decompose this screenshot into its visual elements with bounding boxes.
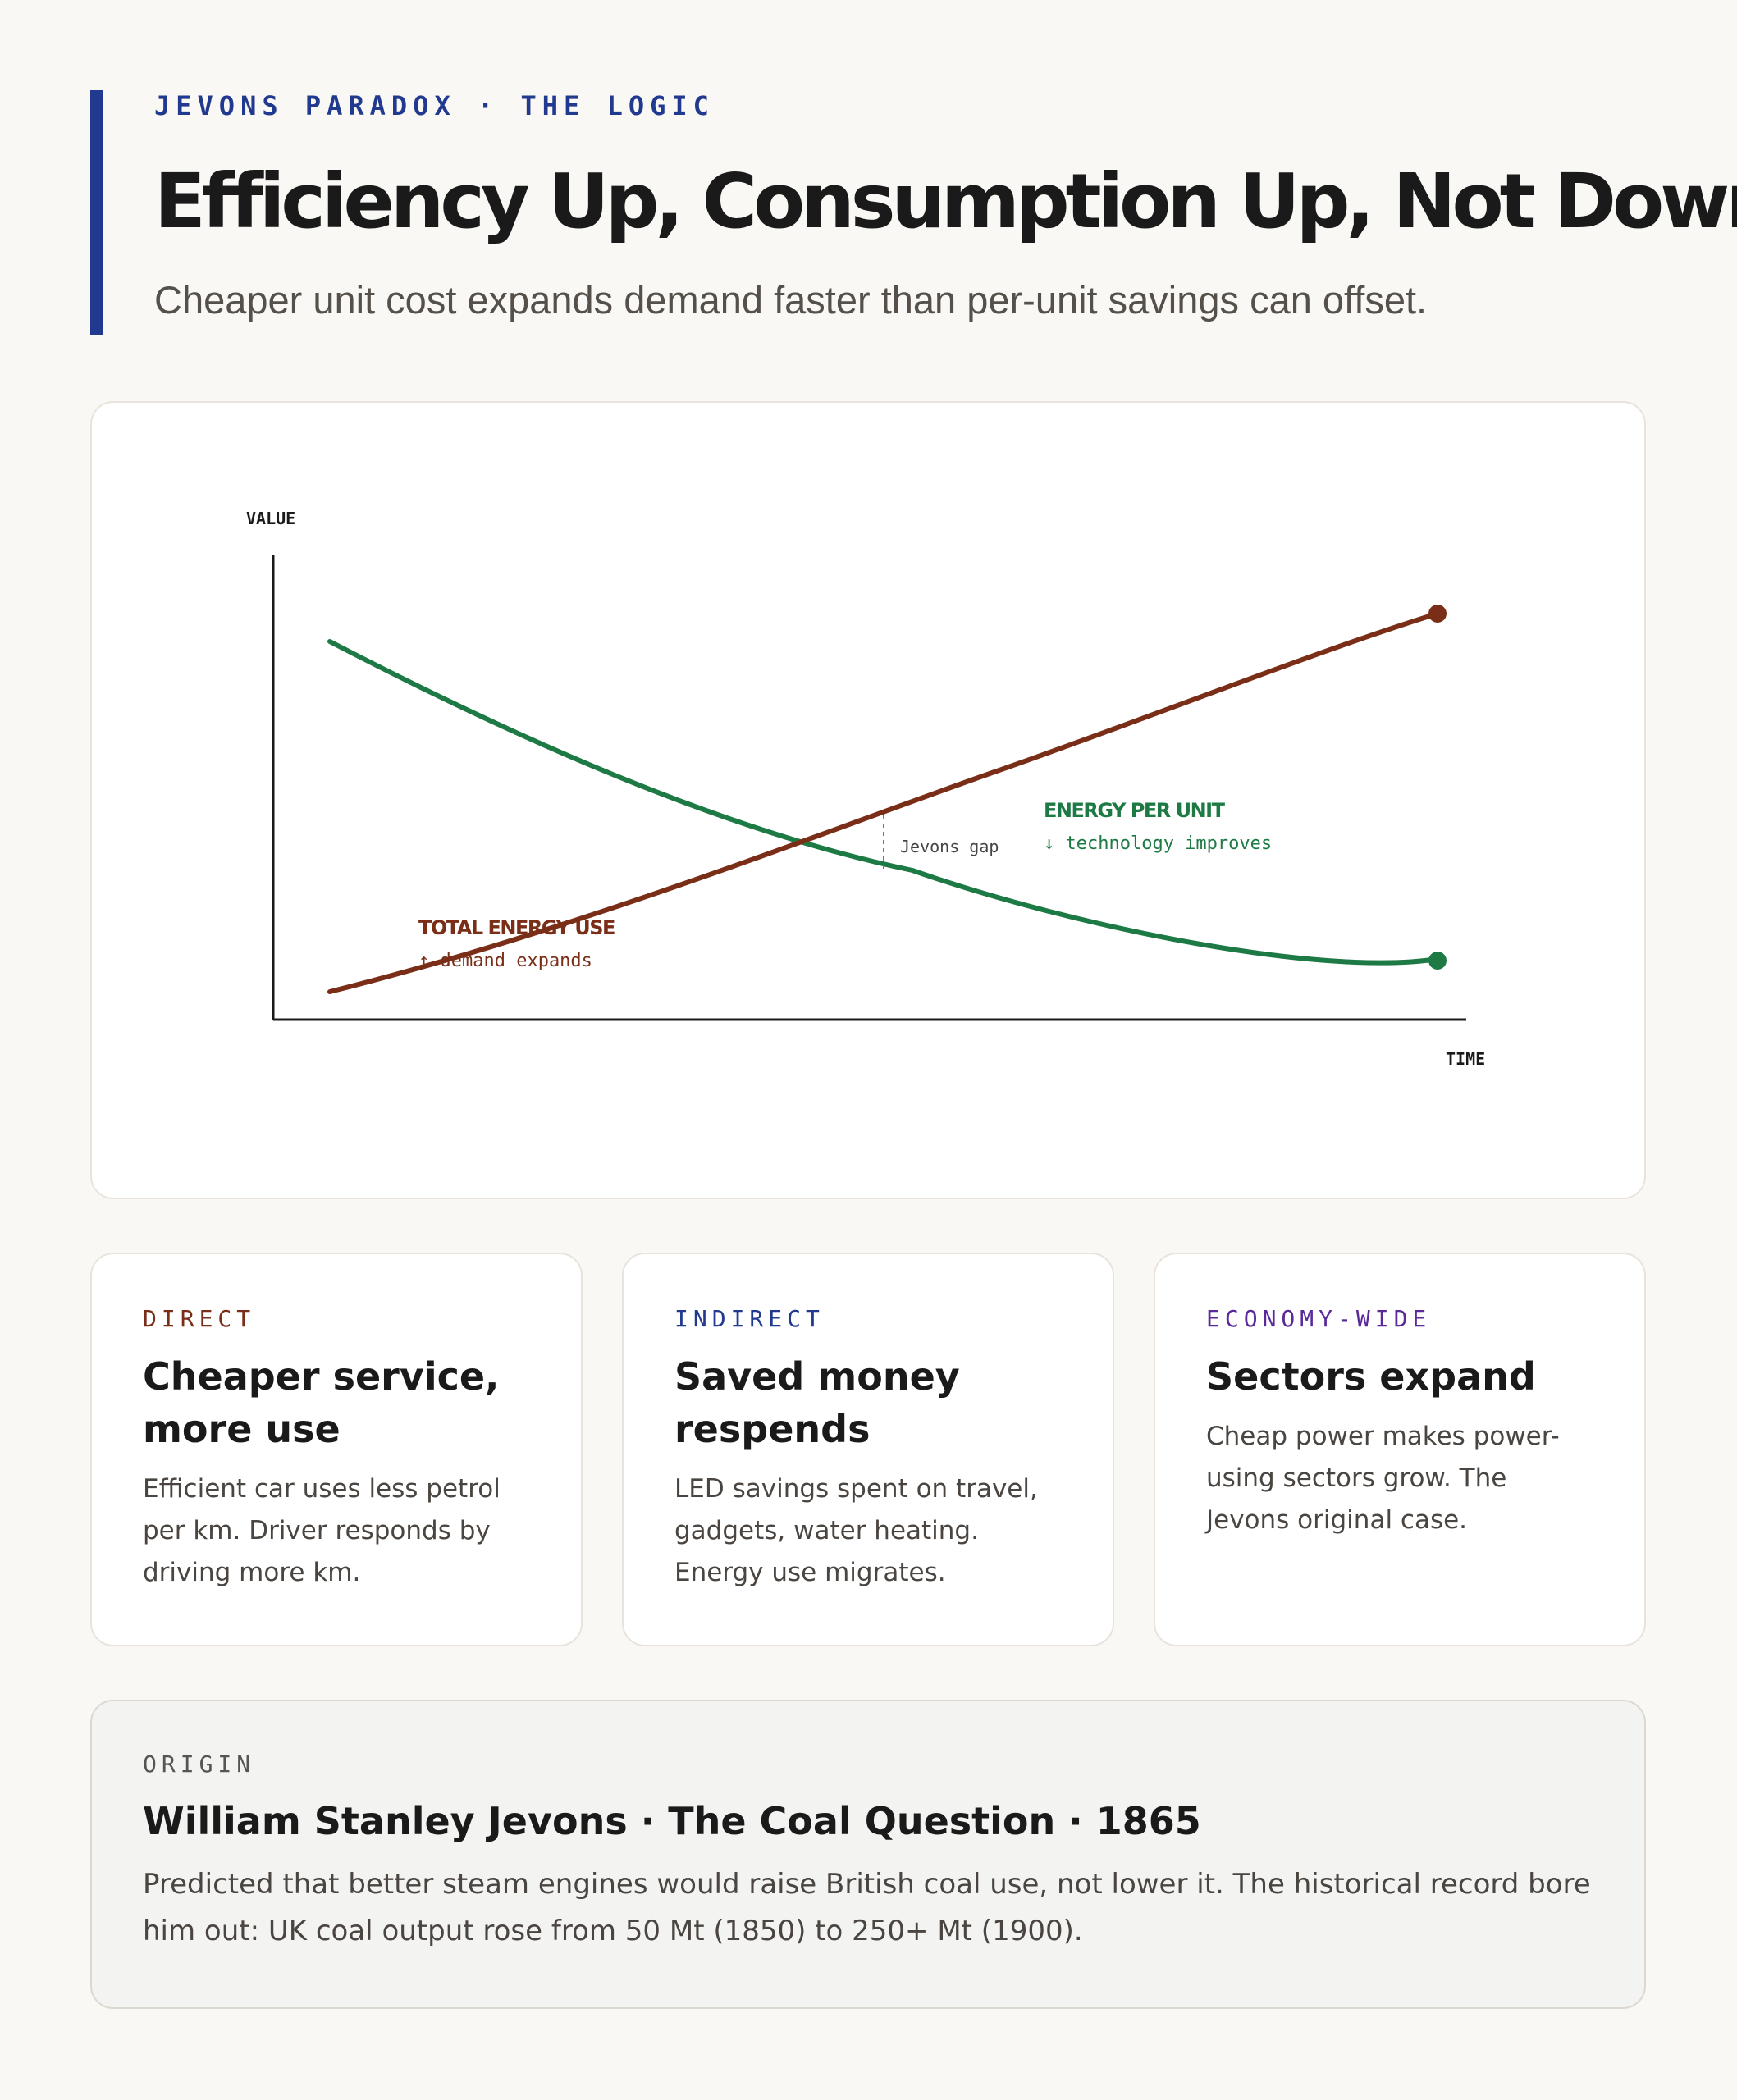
- card-tag: ECONOMY-WIDE: [1206, 1305, 1432, 1332]
- card-body: LED savings spent on travel, gadgets, wa…: [674, 1474, 1038, 1587]
- card-title: Sectors expand: [1206, 1354, 1536, 1399]
- kicker: JEVONS PARADOX · THE LOGIC: [154, 90, 715, 121]
- line-chart: VALUE TIME Jevons gap ENERGY PER UNIT ↓ …: [246, 509, 1485, 1069]
- series-label-total-energy-use: TOTAL ENERGY USE: [418, 916, 615, 939]
- card-body: Cheap power makes power-using sectors gr…: [1206, 1422, 1560, 1535]
- card-tag: DIRECT: [143, 1305, 256, 1332]
- card-indirect: INDIRECT Saved money respends LED saving…: [622, 1253, 1114, 1646]
- series-endpoint-energy-per-unit: [1428, 952, 1447, 970]
- chart-card: VALUE TIME Jevons gap ENERGY PER UNIT ↓ …: [90, 401, 1646, 1199]
- card-economy-wide: ECONOMY-WIDE Sectors expand Cheap power …: [1154, 1253, 1646, 1646]
- series-sublabel-energy-per-unit: ↓ technology improves: [1044, 833, 1272, 854]
- series-line-total-energy-use: [327, 611, 1440, 994]
- origin-body: Predicted that better steam engines woul…: [143, 1868, 1591, 1947]
- card-title: Cheaper service, more use: [143, 1354, 500, 1451]
- series-endpoint-total-energy-use: [1428, 605, 1447, 623]
- y-axis-label: VALUE: [246, 509, 295, 528]
- origin-title: William Stanley Jevons · The Coal Questi…: [143, 1799, 1201, 1843]
- header: JEVONS PARADOX · THE LOGIC Efficiency Up…: [90, 90, 1737, 335]
- card-title: Saved money respends: [674, 1354, 960, 1451]
- card-tag: INDIRECT: [674, 1305, 825, 1332]
- card-direct: DIRECT Cheaper service, more use Efficie…: [90, 1253, 583, 1646]
- series-label-energy-per-unit: ENERGY PER UNIT: [1044, 799, 1226, 822]
- series-sublabel-total-energy-use: ↑ demand expands: [418, 951, 592, 971]
- page-title: Efficiency Up, Consumption Up, Not Down: [154, 158, 1737, 245]
- page-subtitle: Cheaper unit cost expands demand faster …: [154, 278, 1428, 322]
- origin-tag: ORIGIN: [143, 1751, 256, 1778]
- effect-cards: DIRECT Cheaper service, more use Efficie…: [90, 1253, 1646, 1646]
- card-body: Efficient car uses less petrol per km. D…: [143, 1474, 501, 1587]
- jevons-gap-label: Jevons gap: [900, 837, 999, 856]
- series-line-energy-per-unit: [327, 639, 1440, 966]
- x-axis-label: TIME: [1446, 1049, 1485, 1069]
- origin-panel: ORIGIN William Stanley Jevons · The Coal…: [90, 1700, 1646, 2009]
